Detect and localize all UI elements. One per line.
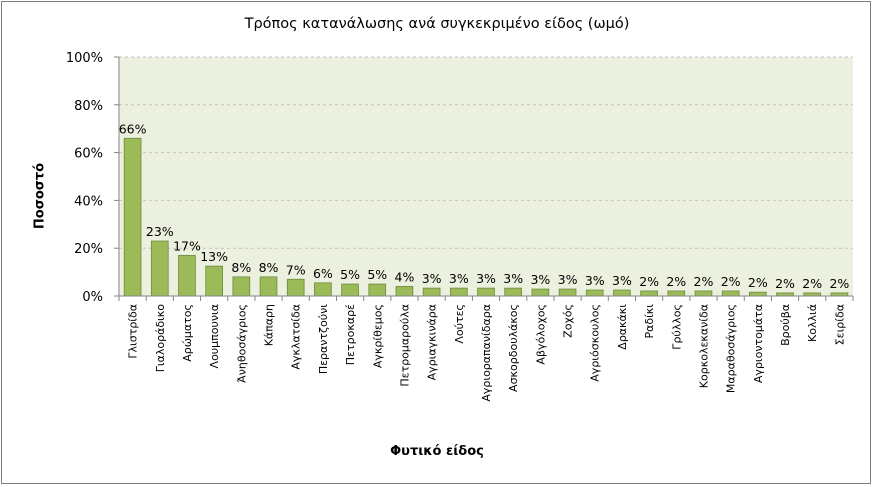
y-tick-label: 20%: [74, 242, 103, 257]
bar: [613, 289, 631, 297]
data-label: 3%: [558, 272, 578, 287]
x-tick-label: Κολλιά: [806, 304, 819, 342]
data-label: 2%: [694, 274, 714, 289]
x-tick-label: Αγριαγκινάρα: [426, 304, 439, 380]
data-label: 2%: [639, 274, 659, 289]
x-tick-label: Αγκρίθεμος: [371, 304, 384, 368]
x-tick-label: Κάπαρη: [263, 304, 276, 346]
y-tick-label: 60%: [74, 147, 103, 162]
x-tick-label: Αγριοραπανίδαρα: [480, 304, 493, 402]
x-tick-label: Μαραθοσάγριος: [725, 304, 738, 393]
x-tick-label: Αρώματος: [181, 304, 194, 362]
x-tick-label: Γρύλλος: [670, 304, 683, 350]
x-tick-label: Σειρίδα: [833, 304, 846, 345]
bar: [694, 290, 713, 297]
bar: [232, 276, 251, 297]
x-tick-label: Βρούβα: [779, 304, 792, 346]
data-label: 3%: [612, 273, 632, 288]
data-label: 2%: [721, 274, 741, 289]
bar: [667, 290, 686, 297]
x-tick-label: Αγριόσκουλος: [589, 304, 602, 382]
data-label: 2%: [775, 276, 795, 291]
data-label: 13%: [200, 249, 228, 264]
data-label: 7%: [286, 262, 306, 277]
bar: [150, 240, 169, 297]
bar: [477, 287, 495, 297]
data-label: 8%: [231, 260, 251, 275]
x-tick-label: Λούτες: [453, 304, 466, 344]
data-labels: 66%23%17%13%8% 8% 7% 6% 5% 5% 4% 3% 3% 3% 3% 3% 3% 3%…: [119, 121, 850, 291]
data-label: 2%: [829, 276, 849, 291]
bar: [259, 276, 278, 297]
data-label: 5%: [367, 267, 387, 282]
bar: [558, 288, 577, 297]
bar: [395, 286, 414, 297]
chart-title: Τρόπος κατανάλωσης ανά συγκεκριμένο είδο…: [244, 16, 630, 32]
x-tick-label: Δρακάκι: [616, 304, 629, 350]
data-label: 5%: [340, 267, 360, 282]
x-tick-label: Πετρομαρούλα: [398, 304, 411, 387]
x-axis-title: Φυτικό είδος: [390, 444, 484, 459]
x-tick-label: Ασκορδουλάκος: [507, 304, 520, 392]
x-tick-labels: Γλιστρίδα Γιαλοράδικο Αρώματος Λουμπουνια Άν…: [127, 304, 847, 402]
y-tick-labels: 0% 20% 40% 60% 80% 100%: [66, 51, 103, 305]
y-tick-label: 100%: [66, 51, 103, 66]
data-label: 3%: [503, 271, 523, 286]
x-tick-label: Κορκολεκανίδα: [697, 304, 710, 388]
bar: [721, 290, 740, 297]
x-tick-label: Πετροκαρέ: [344, 304, 357, 365]
bar: [205, 265, 223, 297]
data-label: 2%: [666, 274, 686, 289]
y-tick-label: 0%: [82, 290, 103, 305]
gridlines: [119, 56, 853, 249]
bar: [585, 289, 604, 297]
y-tick-label: 40%: [74, 194, 103, 209]
bar: [314, 282, 332, 297]
data-label: 2%: [748, 275, 768, 290]
axes: [114, 56, 854, 301]
x-tick-label: Γιαλοράδικο: [154, 304, 167, 373]
bar: [368, 283, 387, 297]
bar: [286, 278, 305, 297]
x-tick-label: Περαντζούνι: [317, 304, 330, 374]
x-tick-label: Αγριοντομάτα: [752, 304, 765, 383]
bar: [422, 287, 441, 297]
x-tick-label: Αβγόλοχος: [534, 304, 547, 365]
x-tick-label: Ζοχός: [562, 304, 575, 338]
bar: [640, 290, 658, 297]
data-label: 3%: [476, 271, 496, 286]
y-tick-label: 80%: [74, 99, 103, 114]
x-tick-label: Ραδίκι: [643, 304, 656, 339]
bar: [178, 254, 196, 297]
data-label: 3%: [422, 271, 442, 286]
data-label: 3%: [449, 271, 469, 286]
data-label: 66%: [119, 121, 147, 136]
data-label: 6%: [313, 266, 333, 281]
x-tick-label: Αγκλατσίδα: [290, 304, 303, 370]
x-tick-label: Άνηθοσάγριος: [235, 304, 248, 383]
bar: [504, 287, 523, 297]
bar: [449, 287, 468, 297]
bar: [749, 291, 767, 297]
plot-area: [119, 57, 853, 296]
bar: [341, 283, 359, 297]
bar: [531, 288, 550, 297]
data-label: 23%: [146, 224, 174, 239]
bar: [123, 137, 142, 297]
data-label: 8%: [259, 260, 279, 275]
x-tick-label: Γλιστρίδα: [127, 304, 140, 359]
data-label: 2%: [802, 276, 822, 291]
x-tick-label: Λουμπουνια: [208, 304, 221, 368]
data-label: 3%: [585, 273, 605, 288]
data-label: 3%: [530, 272, 550, 287]
data-label: 17%: [173, 238, 201, 253]
data-label: 4%: [395, 269, 415, 284]
